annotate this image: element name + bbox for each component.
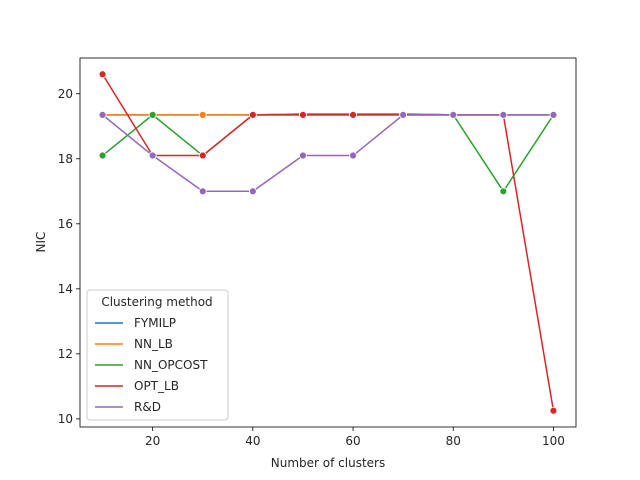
x-tick-label: 40	[245, 434, 260, 448]
data-point	[198, 151, 207, 160]
legend-entry: OPT_LB	[95, 379, 179, 393]
legend-label: NN_LB	[134, 337, 173, 351]
data-point	[399, 110, 408, 119]
legend-entry: NN_OPCOST	[95, 358, 208, 372]
legend-label: NN_OPCOST	[134, 358, 208, 372]
y-axis-ticks: 10 12 14 16 18 20	[58, 87, 80, 426]
data-point	[549, 406, 558, 415]
x-tick-label: 60	[345, 434, 360, 448]
plot-frame	[79, 57, 577, 428]
y-axis-title: NIC	[34, 232, 48, 253]
legend-entry: FYMILP	[95, 316, 176, 330]
legend-label: OPT_LB	[134, 379, 179, 393]
legend-label: R&D	[134, 400, 161, 414]
data-point	[349, 110, 357, 119]
legend-title: Clustering method	[101, 295, 212, 309]
x-tick-label: 100	[542, 434, 565, 448]
data-point	[349, 151, 357, 160]
y-tick-label: 10	[58, 412, 73, 426]
data-point	[248, 110, 257, 119]
x-axis-ticks: 20 40 60 80 100	[145, 427, 565, 448]
legend-entry: R&D	[95, 400, 161, 414]
y-tick-label: 16	[58, 217, 73, 231]
data-point	[148, 110, 157, 119]
data-point	[499, 110, 508, 119]
data-point	[98, 110, 107, 119]
data-point	[148, 151, 157, 160]
y-tick-label: 20	[58, 87, 73, 101]
y-tick-label: 12	[58, 347, 73, 361]
data-point	[549, 110, 558, 119]
data-point	[198, 187, 207, 196]
y-tick-label: 18	[58, 152, 73, 166]
legend-entries: FYMILP NN_LB NN_OPCOST OPT_LB R&D	[95, 316, 208, 414]
data-point	[499, 187, 508, 196]
legend: Clustering method FYMILP NN_LB NN_OPCOST OP…	[86, 289, 229, 421]
data-point	[449, 110, 458, 119]
data-point	[299, 151, 307, 160]
x-tick-label: 80	[446, 434, 461, 448]
series-line	[102, 114, 554, 193]
legend-label: FYMILP	[134, 316, 176, 330]
series-r-d	[98, 110, 558, 196]
data-point	[248, 187, 257, 196]
legend-entry: NN_LB	[95, 337, 173, 351]
data-point	[98, 151, 107, 160]
y-tick-label: 14	[58, 282, 73, 296]
data-point	[198, 110, 207, 119]
data-point	[98, 70, 107, 79]
x-tick-label: 20	[145, 434, 160, 448]
series-layer	[98, 70, 558, 415]
x-axis-title: Number of clusters	[271, 456, 385, 470]
data-point	[299, 110, 307, 119]
